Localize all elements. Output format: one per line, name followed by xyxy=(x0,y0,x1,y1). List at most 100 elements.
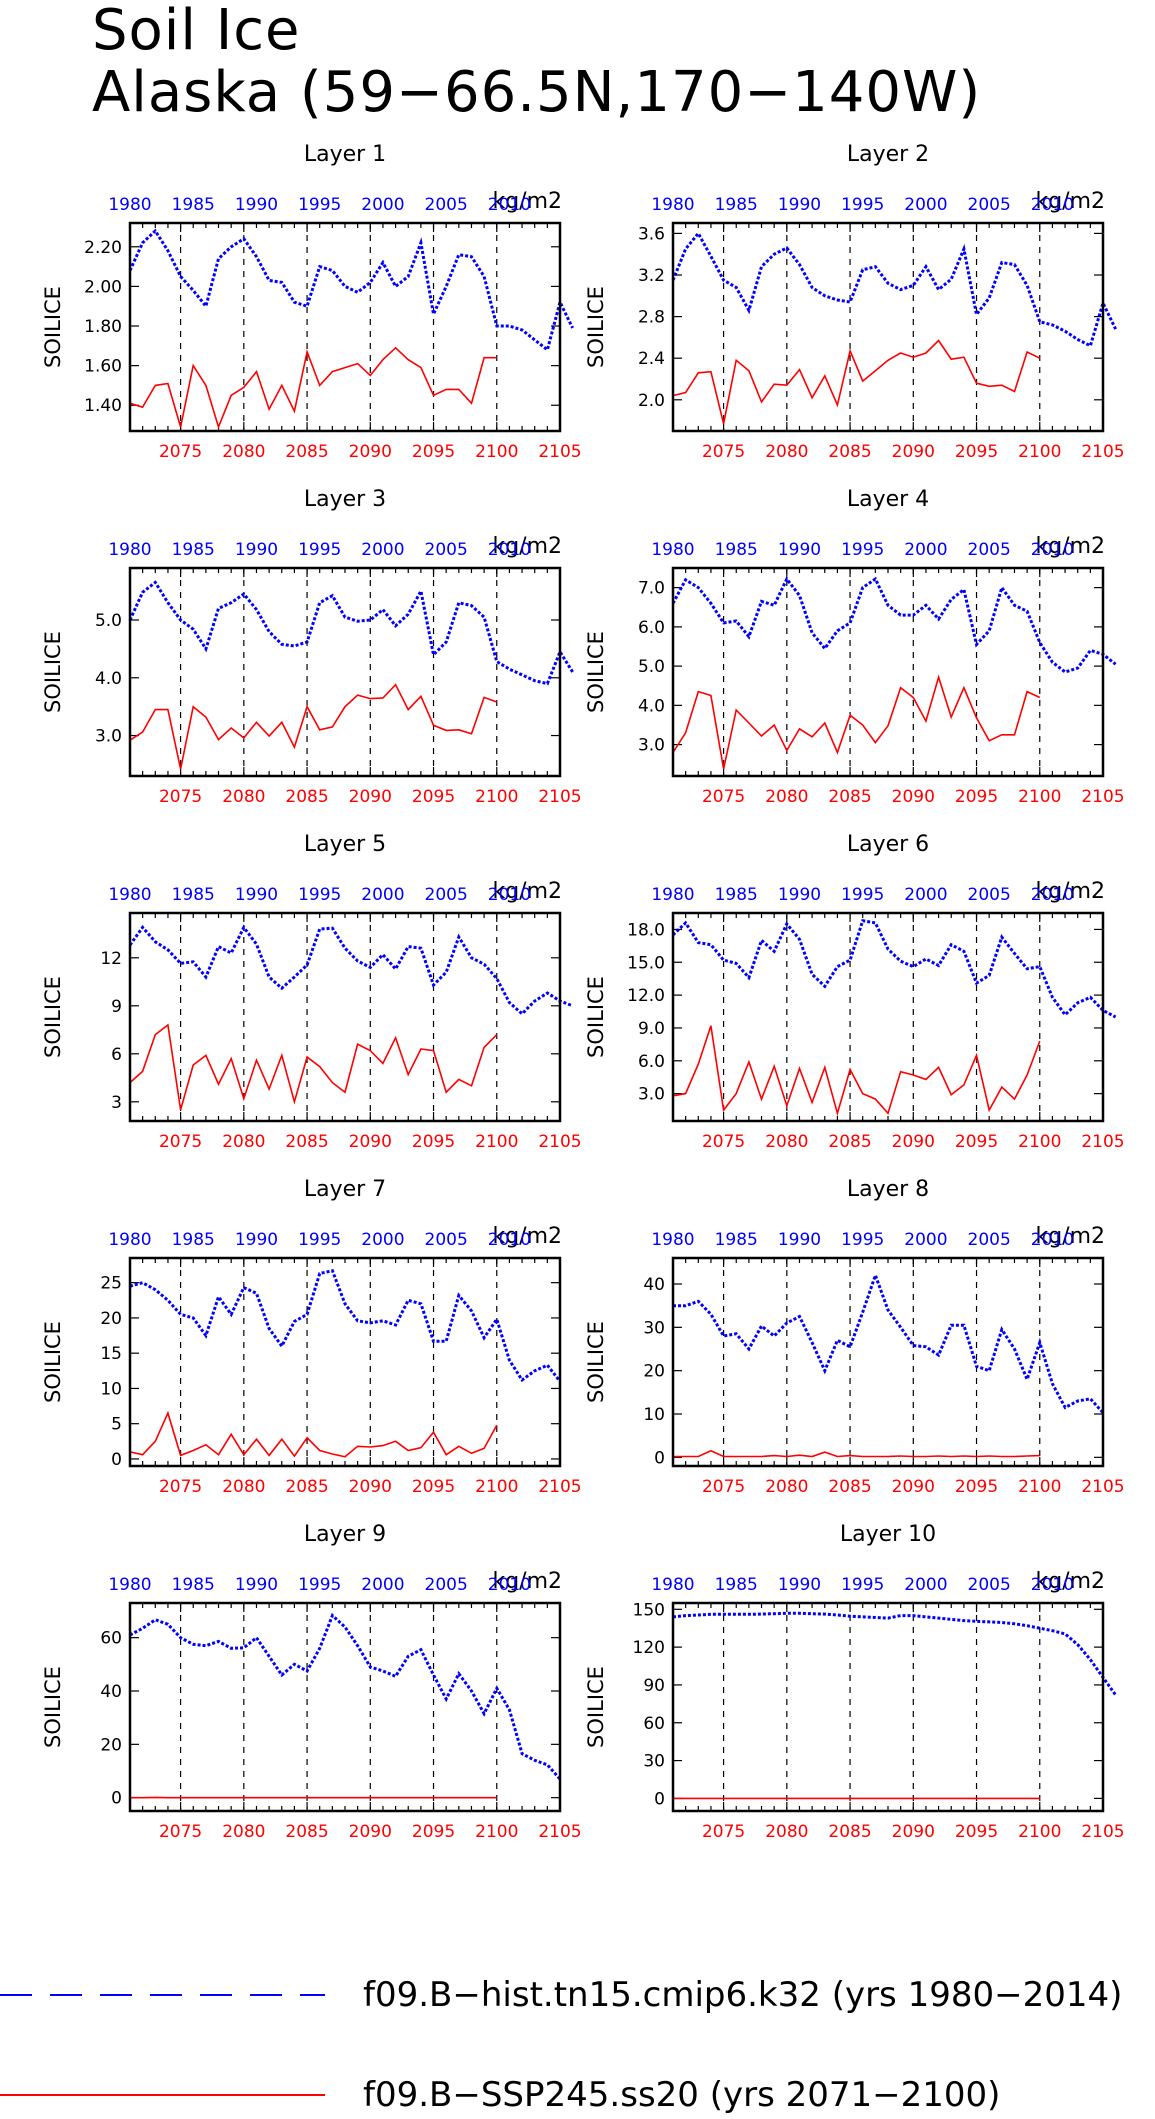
bottom-tick-label: 2085 xyxy=(285,787,328,807)
top-tick-label: 1985 xyxy=(172,885,215,905)
plot-frame xyxy=(671,1256,1105,1468)
top-tick-label: 2000 xyxy=(904,1230,947,1250)
top-tick-label: 1990 xyxy=(235,885,278,905)
top-tick-label: 1990 xyxy=(778,1230,821,1250)
y-axis-label: SOILICE xyxy=(41,1321,65,1403)
top-tick-label: 2005 xyxy=(968,885,1011,905)
y-tick-label: 2.0 xyxy=(638,391,665,411)
top-tick-label: 1985 xyxy=(172,1575,215,1595)
bottom-tick-label: 2080 xyxy=(765,442,808,462)
panel-title: Layer 7 xyxy=(304,1177,386,1202)
y-tick-label: 0 xyxy=(111,1450,122,1470)
y-tick-label: 60 xyxy=(100,1629,122,1649)
top-tick-label: 2010 xyxy=(1031,540,1074,560)
bottom-tick-label: 2090 xyxy=(892,1477,935,1497)
ssp-series-line xyxy=(672,1025,1041,1117)
top-tick-label: 1990 xyxy=(778,540,821,560)
top-tick-label: 2005 xyxy=(425,885,468,905)
top-tick-label: 1980 xyxy=(108,885,151,905)
y-axis-label: SOILICE xyxy=(41,286,65,368)
plot-frame xyxy=(671,1601,1105,1813)
ssp-series-line xyxy=(129,346,497,430)
top-tick-label: 1980 xyxy=(651,885,694,905)
bottom-tick-label: 2085 xyxy=(285,1132,328,1152)
units-label: kg/m2 xyxy=(492,1569,562,1594)
hist-series-line xyxy=(671,918,1117,1019)
bottom-tick-label: 2095 xyxy=(412,787,455,807)
hist-series-line xyxy=(672,1611,1117,1696)
y-tick-label: 3.0 xyxy=(95,727,122,747)
top-tick-label: 2005 xyxy=(425,540,468,560)
y-tick-label: 5.0 xyxy=(638,657,665,677)
y-tick-label: 2.00 xyxy=(84,277,122,297)
hist-series-line xyxy=(129,1612,562,1780)
y-tick-label: 12 xyxy=(100,949,122,969)
y-tick-label: 6.0 xyxy=(638,618,665,638)
bottom-tick-label: 2095 xyxy=(412,442,455,462)
panel-title: Layer 5 xyxy=(304,832,386,857)
ssp-series-line xyxy=(673,1449,1040,1458)
top-tick-label: 2000 xyxy=(904,885,947,905)
panel-title: Layer 6 xyxy=(847,832,929,857)
top-tick-label: 2010 xyxy=(488,1230,531,1250)
bottom-tick-label: 2075 xyxy=(159,1822,202,1842)
y-tick-label: 0 xyxy=(654,1789,665,1809)
y-tick-label: 6 xyxy=(111,1045,122,1065)
bottom-tick-label: 2080 xyxy=(222,1822,265,1842)
panel-3: Layer 3 kg/m2 SOILICE 2075 2080 2085 2090 2095 2… xyxy=(41,487,582,807)
top-tick-label: 2005 xyxy=(425,1230,468,1250)
top-tick-label: 1980 xyxy=(651,1575,694,1595)
y-tick-label: 120 xyxy=(633,1638,665,1658)
top-tick-label: 2000 xyxy=(904,540,947,560)
panel-title: Layer 10 xyxy=(840,1522,936,1547)
top-tick-label: 1995 xyxy=(841,1575,884,1595)
bottom-tick-label: 2090 xyxy=(892,1822,935,1842)
top-tick-label: 1990 xyxy=(235,1575,278,1595)
plot-frame xyxy=(128,221,562,433)
y-tick-label: 6.0 xyxy=(638,1052,665,1072)
bottom-tick-label: 2105 xyxy=(1081,1477,1124,1497)
figure-title-line2: Alaska (59−66.5N,170−140W) xyxy=(92,60,982,125)
panel-5: Layer 5 kg/m2 SOILICE 2075 2080 2085 2090 2095 2… xyxy=(41,832,582,1152)
top-tick-label: 1985 xyxy=(715,885,758,905)
bottom-tick-label: 2080 xyxy=(765,1822,808,1842)
y-tick-label: 5 xyxy=(111,1415,122,1435)
top-tick-label: 1985 xyxy=(172,1230,215,1250)
top-tick-label: 1985 xyxy=(715,195,758,215)
panel-4: Layer 4 kg/m2 SOILICE 2075 2080 2085 2090 2095 2… xyxy=(584,487,1125,807)
panel-2: Layer 2 kg/m2 SOILICE 2075 2080 2085 2090 2095 2… xyxy=(584,142,1125,462)
hist-series-line xyxy=(671,230,1117,348)
bottom-tick-label: 2090 xyxy=(892,787,935,807)
top-tick-label: 2005 xyxy=(425,1575,468,1595)
bottom-tick-label: 2100 xyxy=(475,1822,518,1842)
y-axis-label: SOILICE xyxy=(41,976,65,1058)
bottom-tick-label: 2075 xyxy=(159,787,202,807)
bottom-tick-label: 2100 xyxy=(475,1477,518,1497)
units-label: kg/m2 xyxy=(1035,189,1105,214)
y-tick-label: 0 xyxy=(111,1789,122,1809)
y-tick-label: 0 xyxy=(654,1448,665,1468)
units-label: kg/m2 xyxy=(492,879,562,904)
y-tick-label: 30 xyxy=(643,1318,665,1338)
y-tick-label: 1.80 xyxy=(84,317,122,337)
ssp-series-line xyxy=(129,1023,498,1111)
bottom-tick-label: 2085 xyxy=(828,1477,871,1497)
top-tick-label: 1995 xyxy=(841,540,884,560)
bottom-tick-label: 2095 xyxy=(955,1477,998,1497)
plot-frame xyxy=(128,566,562,778)
y-tick-label: 25 xyxy=(100,1274,122,1294)
plot-frame xyxy=(128,911,562,1123)
bottom-tick-label: 2100 xyxy=(475,1132,518,1152)
top-tick-label: 2000 xyxy=(361,195,404,215)
top-tick-label: 1980 xyxy=(651,1230,694,1250)
y-axis-label: SOILICE xyxy=(584,1321,608,1403)
units-label: kg/m2 xyxy=(1035,534,1105,559)
plot-frame xyxy=(671,566,1105,778)
bottom-tick-label: 2085 xyxy=(828,1132,871,1152)
top-tick-label: 1990 xyxy=(235,540,278,560)
bottom-tick-label: 2100 xyxy=(475,787,518,807)
y-tick-label: 2.20 xyxy=(84,238,122,258)
top-tick-label: 1995 xyxy=(298,195,341,215)
top-tick-label: 2010 xyxy=(1031,1230,1074,1250)
bottom-tick-label: 2090 xyxy=(892,1132,935,1152)
